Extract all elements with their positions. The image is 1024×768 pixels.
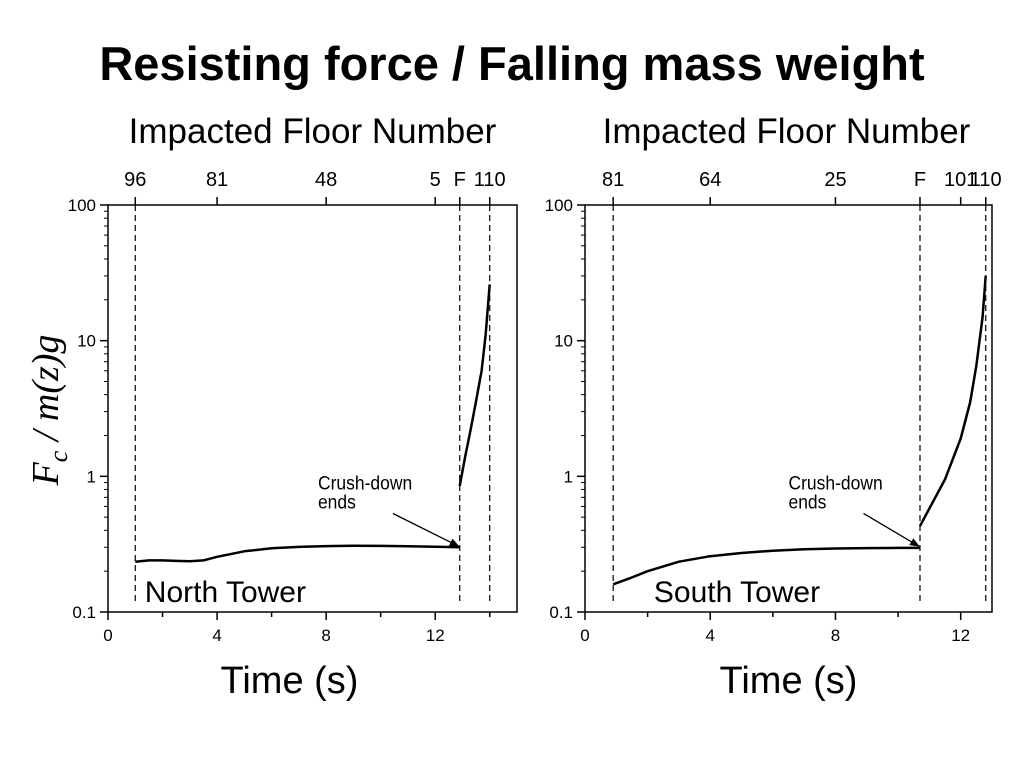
y-tick-label: 0.1: [549, 603, 573, 622]
annotation-arrow: [392, 512, 460, 547]
y-axis-label-rest: / m(z)g: [25, 335, 67, 451]
annotation-text: ends: [318, 491, 356, 513]
top-tick-label: 48: [315, 169, 337, 191]
y-tick-label: 10: [554, 332, 573, 351]
annotation-arrow: [863, 512, 920, 547]
top-tick-label: 101: [944, 169, 977, 191]
plot-frame: [584, 204, 993, 613]
x-tick-label: 12: [951, 626, 970, 645]
x-tick-label: 8: [831, 626, 840, 645]
y-tick-label: 100: [545, 196, 573, 215]
annotation-text: Crush-down: [318, 472, 412, 494]
y-tick-label: 0.1: [72, 603, 96, 622]
chart-title: Resisting force / Falling mass weight: [99, 37, 925, 90]
y-tick-label: 1: [87, 467, 96, 486]
x-tick-label: 0: [103, 626, 112, 645]
top-tick-label: 81: [602, 169, 624, 191]
annotation-text: Crush-down: [789, 472, 883, 494]
x-axis-label: Time (s): [720, 660, 858, 702]
y-tick-label: 100: [68, 196, 96, 215]
top-tick-label: 96: [124, 169, 146, 191]
x-tick-label: 4: [705, 626, 714, 645]
top-tick-label: 25: [824, 169, 846, 191]
y-axis-label-sub: c: [44, 450, 73, 462]
y-tick-label: 1: [564, 467, 573, 486]
x-axis-label: Time (s): [221, 660, 359, 702]
panel-label: South Tower: [654, 576, 820, 609]
x-tick-label: 4: [212, 626, 221, 645]
top-tick-label: F: [914, 169, 926, 191]
x-tick-label: 8: [321, 626, 330, 645]
y-axis-label: Fc / m(z)g: [25, 335, 73, 487]
y-tick-label: 10: [77, 332, 96, 351]
x-tick-label: 12: [426, 626, 445, 645]
annotation-text: ends: [789, 491, 827, 513]
top-axis-label: Impacted Floor Number: [603, 112, 971, 151]
top-tick-label: F: [454, 169, 466, 191]
series-line-1: [612, 546, 920, 586]
top-tick-label: 110: [474, 169, 506, 191]
top-tick-label: 5: [430, 169, 441, 191]
top-axis-label: Impacted Floor Number: [129, 112, 497, 151]
plot-frame: [107, 204, 518, 613]
top-tick-label: 81: [206, 169, 228, 191]
x-tick-label: 0: [580, 626, 589, 645]
series-line-2: [918, 275, 987, 527]
y-axis-label-main: F: [25, 461, 67, 486]
top-tick-label: 110: [970, 169, 1002, 191]
top-tick-label: 64: [699, 169, 721, 191]
series-line-1: [135, 544, 460, 563]
series-line-2: [458, 284, 491, 487]
panel-label: North Tower: [145, 576, 306, 609]
